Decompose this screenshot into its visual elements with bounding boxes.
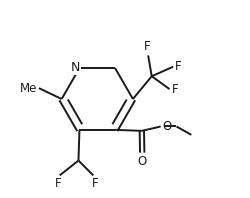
Text: Me: Me xyxy=(20,82,37,95)
Text: F: F xyxy=(175,60,182,73)
Text: F: F xyxy=(172,83,178,96)
Text: F: F xyxy=(144,40,150,53)
Text: F: F xyxy=(55,177,62,190)
Text: O: O xyxy=(138,155,147,168)
Text: N: N xyxy=(70,61,80,74)
Text: F: F xyxy=(92,177,98,190)
Text: O: O xyxy=(162,120,172,133)
